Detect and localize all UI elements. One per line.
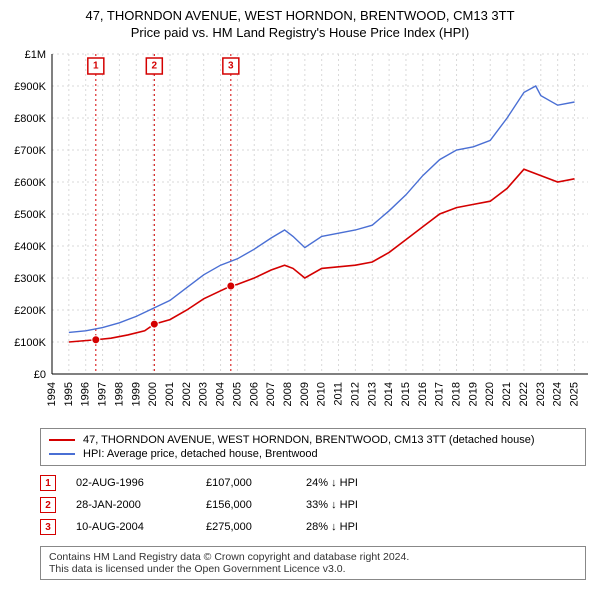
table-row: 1 02-AUG-1996 £107,000 24% ↓ HPI — [40, 472, 586, 494]
sale-marker-icon: 1 — [40, 475, 56, 491]
legend-swatch — [49, 439, 75, 441]
svg-text:1: 1 — [93, 61, 99, 72]
table-row: 2 28-JAN-2000 £156,000 33% ↓ HPI — [40, 494, 586, 516]
svg-text:1995: 1995 — [63, 382, 75, 406]
svg-text:3: 3 — [228, 61, 234, 72]
svg-text:1996: 1996 — [80, 382, 92, 406]
svg-text:2002: 2002 — [181, 382, 193, 406]
sale-date: 28-JAN-2000 — [76, 499, 186, 511]
chart-plot: £0 £100K £200K £300K £400K £500K £600K £700K £80… — [0, 44, 600, 424]
svg-text:£400K: £400K — [14, 241, 46, 253]
svg-text:2024: 2024 — [552, 382, 564, 406]
svg-text:2006: 2006 — [248, 382, 260, 406]
table-row: 3 10-AUG-2004 £275,000 28% ↓ HPI — [40, 516, 586, 538]
sale-price: £107,000 — [206, 477, 286, 489]
svg-text:£900K: £900K — [14, 81, 46, 93]
svg-text:2014: 2014 — [383, 382, 395, 406]
legend-swatch — [49, 453, 75, 455]
sale-diff: 24% ↓ HPI — [306, 477, 406, 489]
sale-date: 02-AUG-1996 — [76, 477, 186, 489]
sales-table: 1 02-AUG-1996 £107,000 24% ↓ HPI 2 28-JA… — [40, 472, 586, 538]
svg-text:1998: 1998 — [113, 382, 125, 406]
chart-svg: £0 £100K £200K £300K £400K £500K £600K £700K £80… — [0, 44, 600, 424]
svg-text:2000: 2000 — [147, 382, 159, 406]
svg-text:£500K: £500K — [14, 209, 46, 221]
svg-text:2007: 2007 — [265, 382, 277, 406]
svg-text:2023: 2023 — [535, 382, 547, 406]
svg-text:2022: 2022 — [518, 382, 530, 406]
svg-text:2004: 2004 — [215, 382, 227, 406]
svg-text:£100K: £100K — [14, 337, 46, 349]
title-line2: Price paid vs. HM Land Registry's House … — [0, 25, 600, 40]
svg-text:2011: 2011 — [333, 382, 345, 406]
legend-label: HPI: Average price, detached house, Bren… — [83, 448, 318, 460]
legend-item: 47, THORNDON AVENUE, WEST HORNDON, BRENT… — [49, 433, 577, 447]
sale-diff: 28% ↓ HPI — [306, 521, 406, 533]
svg-text:£300K: £300K — [14, 273, 46, 285]
svg-text:2016: 2016 — [417, 382, 429, 406]
svg-text:2017: 2017 — [434, 382, 446, 406]
svg-text:2013: 2013 — [366, 382, 378, 406]
title-line1: 47, THORNDON AVENUE, WEST HORNDON, BRENT… — [0, 8, 600, 23]
sale-price: £156,000 — [206, 499, 286, 511]
sale-diff: 33% ↓ HPI — [306, 499, 406, 511]
svg-text:£200K: £200K — [14, 305, 46, 317]
svg-text:1994: 1994 — [46, 382, 58, 406]
svg-text:2009: 2009 — [299, 382, 311, 406]
svg-text:2010: 2010 — [316, 382, 328, 406]
sale-price: £275,000 — [206, 521, 286, 533]
sale-date: 10-AUG-2004 — [76, 521, 186, 533]
svg-text:2015: 2015 — [400, 382, 412, 406]
svg-text:£0: £0 — [34, 369, 46, 381]
svg-text:2003: 2003 — [198, 382, 210, 406]
svg-text:2021: 2021 — [501, 382, 513, 406]
svg-text:2: 2 — [152, 61, 158, 72]
legend-label: 47, THORNDON AVENUE, WEST HORNDON, BRENT… — [83, 434, 535, 446]
svg-text:1999: 1999 — [130, 382, 142, 406]
svg-text:2018: 2018 — [451, 382, 463, 406]
svg-text:2025: 2025 — [569, 382, 581, 406]
legend-item: HPI: Average price, detached house, Bren… — [49, 447, 577, 461]
svg-text:£800K: £800K — [14, 113, 46, 125]
footer-attribution: Contains HM Land Registry data © Crown c… — [40, 546, 586, 580]
svg-text:2005: 2005 — [231, 382, 243, 406]
svg-text:2012: 2012 — [349, 382, 361, 406]
sale-marker-icon: 2 — [40, 497, 56, 513]
legend: 47, THORNDON AVENUE, WEST HORNDON, BRENT… — [40, 428, 586, 466]
svg-text:1997: 1997 — [97, 382, 109, 406]
sale-marker-icon: 3 — [40, 519, 56, 535]
chart-container: 47, THORNDON AVENUE, WEST HORNDON, BRENT… — [0, 0, 600, 580]
svg-text:£1M: £1M — [25, 49, 46, 61]
svg-text:2001: 2001 — [164, 382, 176, 406]
svg-text:£600K: £600K — [14, 177, 46, 189]
svg-text:£700K: £700K — [14, 145, 46, 157]
svg-text:2008: 2008 — [282, 382, 294, 406]
footer-line: This data is licensed under the Open Gov… — [49, 563, 577, 575]
footer-line: Contains HM Land Registry data © Crown c… — [49, 551, 577, 563]
title-block: 47, THORNDON AVENUE, WEST HORNDON, BRENT… — [0, 0, 600, 44]
svg-text:2020: 2020 — [484, 382, 496, 406]
svg-text:2019: 2019 — [467, 382, 479, 406]
